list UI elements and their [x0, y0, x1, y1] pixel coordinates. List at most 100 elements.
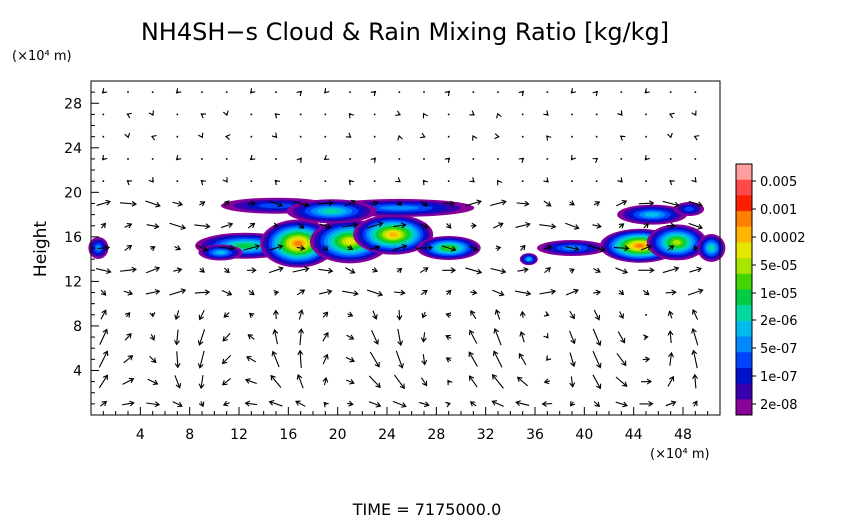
wind-arrow: [618, 223, 625, 229]
cloud-contour: [388, 232, 398, 237]
wind-arrow: [423, 91, 425, 93]
wind-arrow: [691, 327, 699, 346]
wind-arrow: [396, 200, 403, 206]
wind-arrow: [397, 328, 404, 347]
wind-arrow: [324, 135, 327, 138]
wind-arrow: [519, 330, 526, 343]
wind-arrow: [200, 113, 206, 119]
wind-arrow: [444, 157, 451, 163]
wind-arrow: [539, 288, 557, 295]
wind-arrow: [324, 113, 327, 116]
wind-arrow: [101, 88, 108, 94]
wind-arrow: [423, 158, 425, 160]
wind-arrow: [640, 378, 653, 385]
wind-arrow: [569, 310, 575, 320]
wind-arrow: [546, 158, 549, 160]
wind-arrow: [146, 223, 160, 230]
wind-arrow: [124, 312, 131, 318]
wind-arrow: [99, 328, 108, 345]
wind-arrow: [347, 244, 354, 251]
wind-arrow: [645, 180, 647, 182]
colorbar-swatch: [736, 367, 752, 385]
wind-arrow: [396, 267, 403, 274]
wind-arrow: [541, 400, 553, 407]
wind-arrow: [395, 110, 402, 117]
wind-arrow: [102, 180, 105, 182]
wind-arrow: [395, 177, 401, 183]
wind-arrow: [472, 158, 475, 160]
wind-arrow: [296, 374, 304, 389]
wind-arrow: [221, 378, 231, 386]
wind-arrow: [565, 245, 580, 252]
wind-arrow: [102, 113, 105, 116]
wind-arrow: [492, 222, 504, 229]
wind-arrow: [644, 154, 651, 161]
wind-arrow: [468, 245, 479, 252]
wind-arrow: [565, 222, 580, 230]
wind-arrow: [393, 289, 406, 296]
wind-arrow: [225, 91, 228, 93]
x-tick-label: 28: [427, 427, 445, 443]
wind-arrow: [397, 134, 403, 141]
colorbar-label: 1e-07: [760, 370, 798, 385]
wind-arrow: [420, 223, 429, 229]
wind-arrow: [249, 88, 256, 94]
wind-arrow: [592, 222, 602, 229]
wind-arrow: [299, 135, 302, 138]
wind-arrow: [392, 400, 407, 408]
wind-arrow: [569, 268, 575, 274]
wind-arrow: [221, 289, 233, 296]
x-tick-label: 16: [279, 427, 297, 443]
wind-arrow: [444, 90, 451, 97]
x-tick-label: 32: [477, 427, 495, 443]
wind-arrow: [465, 267, 483, 275]
wind-arrow: [345, 356, 355, 363]
cloud-contour: [526, 257, 531, 261]
wind-arrow: [175, 88, 182, 94]
wind-arrow: [593, 289, 602, 296]
wind-arrow: [348, 179, 355, 186]
wind-arrow: [490, 267, 507, 275]
wind-arrow: [518, 90, 525, 97]
wind-arrow: [368, 375, 381, 389]
wind-arrow: [493, 327, 502, 346]
wind-arrow: [393, 374, 405, 390]
wind-arrow: [198, 375, 205, 390]
wind-arrow: [595, 180, 598, 182]
wind-arrow: [295, 400, 306, 407]
wind-arrow: [544, 267, 551, 274]
wind-arrow: [441, 245, 457, 252]
cloud-contour: [684, 206, 694, 212]
wind-arrow: [392, 243, 408, 251]
wind-arrow: [98, 350, 109, 368]
cloud-contour: [294, 241, 303, 247]
wind-arrow: [395, 350, 404, 369]
wind-arrow: [298, 309, 304, 320]
wind-arrow: [149, 246, 156, 252]
wind-arrow: [221, 354, 232, 365]
wind-arrow: [96, 199, 111, 206]
wind-arrow: [198, 132, 204, 139]
wind-arrow: [442, 267, 457, 274]
colorbar-swatch: [736, 258, 752, 275]
wind-arrow: [324, 180, 327, 182]
wind-arrow: [151, 158, 154, 160]
wind-arrow: [297, 222, 305, 229]
wind-arrow: [368, 401, 382, 408]
wind-arrow: [174, 245, 182, 251]
wind-arrow: [366, 221, 384, 229]
y-tick-label: 16: [64, 230, 82, 246]
wind-arrow: [495, 245, 502, 252]
colorbar-label: 1e-05: [760, 287, 798, 302]
wind-arrow: [348, 112, 355, 119]
wind-arrow: [420, 289, 428, 296]
wind-arrow: [322, 377, 329, 386]
wind-arrow: [147, 378, 159, 386]
wind-arrow: [243, 243, 261, 251]
wind-arrow: [689, 266, 703, 273]
x-axis: 4 8 12 16 20 24 28 32 36 40 44 48: [102, 407, 709, 443]
wind-arrow: [199, 201, 206, 207]
wind-arrow: [421, 311, 427, 319]
wind-arrow: [496, 112, 502, 119]
